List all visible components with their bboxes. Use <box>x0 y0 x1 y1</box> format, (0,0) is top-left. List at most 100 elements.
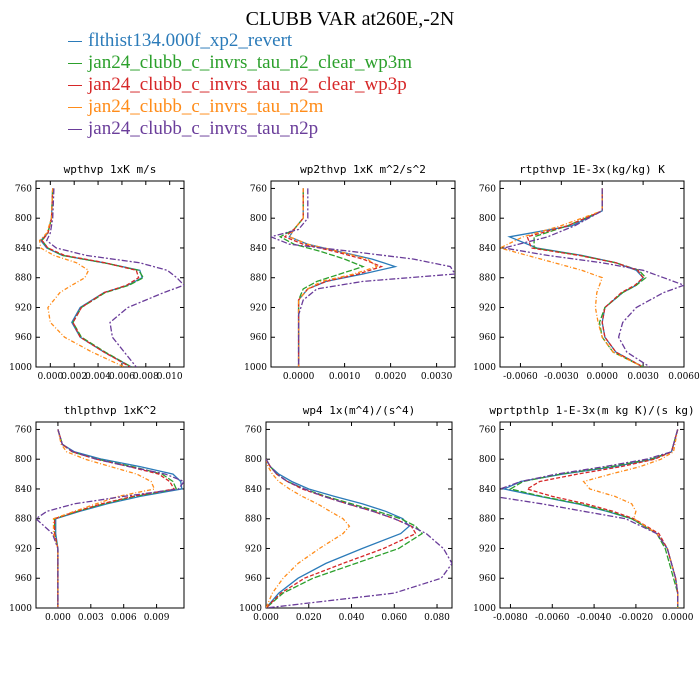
y-tick-label: 880 <box>15 274 32 284</box>
legend-item: flthist134.000f_xp2_revert <box>68 30 412 52</box>
x-tick-label: 0.080 <box>424 613 450 623</box>
series-line <box>52 429 156 608</box>
y-tick-label: 880 <box>250 274 267 284</box>
legend-item: jan24_clubb_c_invrs_tau_n2_clear_wp3p <box>68 74 412 96</box>
x-tick-label: -0.0080 <box>493 613 528 623</box>
legend-line-swatch <box>68 62 82 64</box>
x-tick-label: 0.0060 <box>668 372 700 382</box>
plot-frame <box>265 421 453 609</box>
x-tick-label: 0.0000 <box>586 372 618 382</box>
series-line <box>500 188 644 367</box>
x-tick-label: 0.000 <box>37 372 63 382</box>
legend-item: jan24_clubb_c_invrs_tau_n2p <box>68 118 412 140</box>
y-tick-label: 920 <box>250 303 267 313</box>
x-tick-label: -0.0060 <box>535 613 570 623</box>
panel-title: wpthvp 1xK m/s <box>64 163 157 176</box>
chart-panel: wpthvp 1xK m/s 760 800 840 880 920 960 1000 0.00… <box>9 163 185 382</box>
y-tick-label: 840 <box>479 244 496 254</box>
y-tick-label: 1000 <box>244 363 267 373</box>
x-tick-label: 0.0030 <box>627 372 659 382</box>
series-line <box>271 188 455 367</box>
x-tick-label: 0.0020 <box>375 372 407 382</box>
x-tick-label: 0.0000 <box>283 372 315 382</box>
legend-item: jan24_clubb_c_invrs_tau_n2_clear_wp3m <box>68 52 412 74</box>
x-tick-label: 0.002 <box>61 372 87 382</box>
legend-line-swatch <box>68 40 82 42</box>
series-line <box>41 188 140 367</box>
series-line <box>508 429 679 608</box>
legend-label: jan24_clubb_c_invrs_tau_n2p <box>88 118 319 139</box>
x-tick-label: 0.0010 <box>329 372 361 382</box>
legend-label: jan24_clubb_c_invrs_tau_n2m <box>88 96 324 117</box>
y-tick-label: 920 <box>245 544 262 554</box>
chart-panel: wp2thvp 1xK m^2/s^2 760 800 840 880 920 960 100… <box>244 163 456 382</box>
series-line <box>266 458 411 608</box>
plot-frame <box>35 421 185 609</box>
y-tick-label: 920 <box>15 544 32 554</box>
series-line <box>266 459 351 608</box>
legend-label: flthist134.000f_xp2_revert <box>88 30 293 51</box>
series-line <box>502 429 679 608</box>
panel-title: thlpthvp 1xK^2 <box>64 404 157 417</box>
x-tick-label: -0.0020 <box>619 613 654 623</box>
series-line <box>507 188 644 367</box>
y-tick-label: 840 <box>245 485 262 495</box>
legend-line-swatch <box>68 106 82 108</box>
y-tick-label: 960 <box>479 574 496 584</box>
chart-panel: rtpthvp 1E-3x(kg/kg) K 760 800 840 880 920 960… <box>473 163 700 382</box>
series-line <box>36 429 184 608</box>
y-tick-label: 800 <box>245 455 262 465</box>
chart-panel: wprtpthlp 1-E-3x(m kg K)/(s kg) 760 800 840… <box>473 404 695 623</box>
panel-title: wprtpthlp 1-E-3x(m kg K)/(s kg) <box>489 404 694 417</box>
series-line <box>53 429 176 608</box>
y-tick-label: 800 <box>479 455 496 465</box>
legend-line-swatch <box>68 128 82 130</box>
x-tick-label: 0.006 <box>109 372 135 382</box>
legend-item: jan24_clubb_c_invrs_tau_n2m <box>68 96 412 118</box>
chart-panel: thlpthvp 1xK^2 760 800 840 880 920 960 1000 0.00… <box>9 404 185 623</box>
y-tick-label: 840 <box>250 244 267 254</box>
y-tick-label: 1000 <box>473 604 496 614</box>
y-tick-label: 800 <box>250 214 267 224</box>
x-tick-label: 0.004 <box>85 372 111 382</box>
y-tick-label: 1000 <box>9 604 32 614</box>
series-line <box>278 188 365 367</box>
legend: flthist134.000f_xp2_revert jan24_clubb_c… <box>68 30 412 140</box>
y-tick-label: 960 <box>15 574 32 584</box>
panel-title: wp4 1x(m^4)/(s^4) <box>303 404 416 417</box>
plot-frame <box>35 180 185 368</box>
x-tick-label: -0.0040 <box>577 613 612 623</box>
y-tick-label: 920 <box>15 303 32 313</box>
x-tick-label: 0.0030 <box>421 372 453 382</box>
y-tick-label: 760 <box>15 184 32 194</box>
x-tick-label: 0.0000 <box>662 613 694 623</box>
y-tick-label: 800 <box>15 214 32 224</box>
y-tick-label: 800 <box>15 455 32 465</box>
series-line <box>500 429 679 608</box>
x-tick-label: 0.000 <box>45 613 71 623</box>
y-tick-label: 920 <box>479 544 496 554</box>
x-tick-label: 0.008 <box>133 372 159 382</box>
legend-label: jan24_clubb_c_invrs_tau_n2_clear_wp3p <box>88 74 407 95</box>
panel-title: wp2thvp 1xK m^2/s^2 <box>300 163 426 176</box>
y-tick-label: 840 <box>479 485 496 495</box>
y-tick-label: 1000 <box>473 363 496 373</box>
series-line <box>55 429 183 608</box>
series-line <box>503 188 684 367</box>
y-tick-label: 1000 <box>9 363 32 373</box>
y-tick-label: 760 <box>479 184 496 194</box>
plot-frame <box>499 180 685 368</box>
y-tick-label: 960 <box>245 574 262 584</box>
chart-panel: wp4 1x(m^4)/(s^4)76080084088092096010000… <box>239 404 453 623</box>
y-tick-label: 840 <box>15 485 32 495</box>
series-line <box>45 188 184 367</box>
x-tick-label: 0.003 <box>78 613 104 623</box>
series-line <box>533 188 647 367</box>
y-tick-label: 840 <box>15 244 32 254</box>
y-tick-label: 880 <box>15 515 32 525</box>
y-tick-label: 960 <box>15 333 32 343</box>
y-tick-label: 880 <box>479 515 496 525</box>
y-tick-label: 1000 <box>239 604 262 614</box>
figure-title: CLUBB VAR at260E,-2N <box>245 8 455 30</box>
